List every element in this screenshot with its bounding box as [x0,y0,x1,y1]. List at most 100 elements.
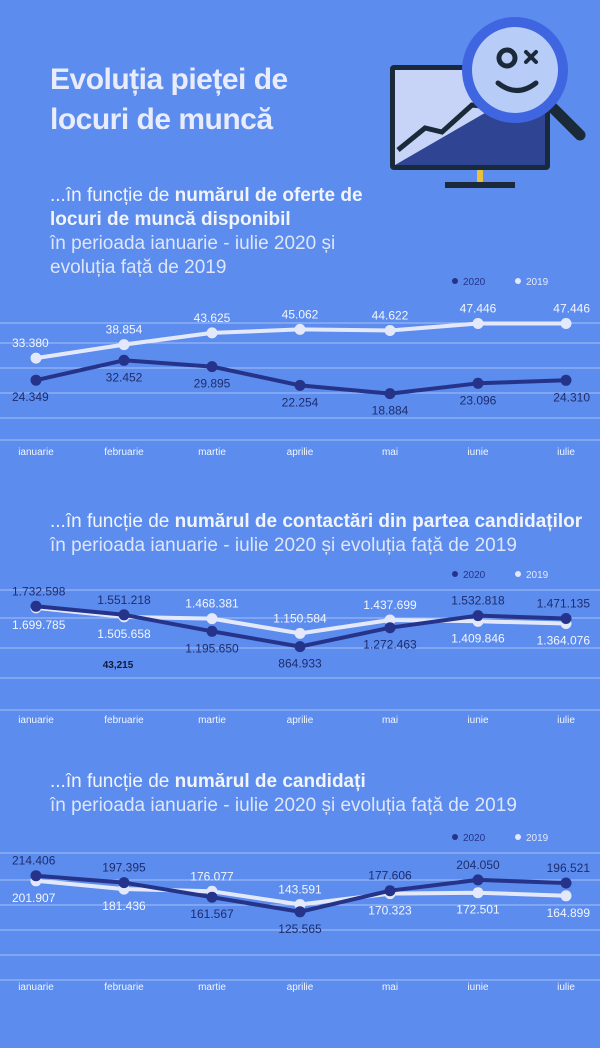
series-2020-point [384,388,396,400]
data-label-2020: 32.452 [106,370,143,384]
data-label-2020: 125.565 [278,922,322,936]
data-label-2020: 23.096 [460,393,497,407]
category-tick-label: mai [382,715,398,726]
series-2019-point [384,614,396,626]
series-2019-point [294,323,306,335]
data-label-2019: 181.436 [102,899,146,913]
data-label-2019: 1.468.381 [185,597,239,611]
series-2019-point [472,318,484,329]
legend-2019-marker [515,571,521,577]
series-2020-point [384,885,396,897]
series-2019-point [294,627,306,639]
legend-2019-label: 2019 [526,833,549,844]
series-2020-point [294,906,306,918]
category-tick-label: iunie [467,447,489,458]
section2-heading: ...în funcție de numărul de contactări d… [50,510,582,558]
series-2020-point [30,374,42,386]
section3-heading-line1: ...în funcție de numărul de candidați [50,771,366,792]
chart-candidates: 2020 2019 214.406 197.395 161.567 125.565 177.… [0,833,600,993]
section2-heading-line1: ...în funcție de numărul de contactări d… [50,511,583,532]
series-2020-point [472,874,484,886]
category-tick-label: martie [198,982,226,993]
series-2019-point [206,613,218,625]
magnifier-lens-icon [472,27,558,113]
category-tick-label: martie [198,715,226,726]
data-label-2019: 38.854 [106,323,143,337]
category-tick-label: iunie [467,715,489,726]
data-label-2020: 1.272.463 [363,638,417,652]
data-label-2019: 1.364.076 [537,634,591,648]
series-2019-point [30,352,42,364]
category-tick-label: aprilie [287,447,314,458]
page-title: Evoluția pieței de locuri de muncă [50,60,370,140]
data-label-2020: 24.349 [12,390,49,404]
section1-heading-line4: evoluția față de 2019 [50,257,227,278]
category-tick-label: mai [382,447,398,458]
data-label-2019: 170.323 [368,904,412,918]
data-label-2019: 47.446 [553,302,590,316]
series-2019-point [206,327,218,339]
eye-left-icon [496,47,518,69]
data-label-2019: 47.446 [460,302,497,316]
category-tick-label: mai [382,982,398,993]
category-tick-label: aprilie [287,982,314,993]
legend-2019-marker [515,834,521,840]
section2-heading-line2: în perioada ianuarie - iulie 2020 și evo… [50,535,517,556]
magnifier-monitor-growth-icon [390,17,586,188]
series-2020-point [560,374,572,386]
data-label-2020: 1.471.135 [537,597,591,611]
category-tick-label: ianuarie [18,982,54,993]
legend: 2020 2019 [452,833,549,844]
data-label-2020: 1.732.598 [12,584,66,598]
page-title-line1: Evoluția pieței de [50,63,288,96]
legend-2019-marker [515,278,521,284]
data-label-2020: 864.933 [278,657,322,671]
section1-heading-line3: în perioada ianuarie - iulie 2020 și [50,233,336,254]
data-label-2019: 176.077 [190,869,234,883]
category-tick-label: aprilie [287,715,314,726]
category-tick-label: ianuarie [18,447,54,458]
data-label-2019: 33.380 [12,336,49,350]
section1-heading: ...în funcție de numărul de oferte de lo… [50,184,363,280]
data-label-2019: 1.150.584 [273,611,327,625]
data-label-2019: 164.899 [547,906,591,920]
data-label-2020: 1.532.818 [451,594,505,608]
category-tick-label: februarie [104,447,144,458]
data-label-2019: 201.907 [12,891,56,905]
series-2020-point [472,377,484,389]
legend-2020-label: 2020 [463,277,486,288]
data-label-2020: 29.895 [194,377,231,391]
series-2020-point [472,610,484,622]
category-tick-label: iulie [557,715,575,726]
data-label-2020: 1.551.218 [97,593,151,607]
series-2020-point [206,891,218,903]
data-label-2019: 1.409.846 [451,631,505,645]
monitor-stand [445,182,515,188]
data-label-2020: 161.567 [190,907,234,921]
legend-2020-marker [452,571,458,577]
legend-2020-label: 2020 [463,833,486,844]
data-label-2020: 177.606 [368,869,412,883]
category-tick-label: martie [198,447,226,458]
legend-2020-marker [452,834,458,840]
series-2020-point [206,361,218,373]
series-2020-point [30,870,42,882]
series-2020-point [206,625,218,637]
section1-heading-line1: ...în funcție de numărul de oferte de [50,185,363,206]
series-2020-point [384,622,396,634]
section3-heading-line2: în perioada ianuarie - iulie 2020 și evo… [50,795,517,816]
series-2020-point [560,877,572,889]
data-label-2019: 44.622 [372,309,409,323]
legend-2020-label: 2020 [463,570,486,581]
category-tick-label: iulie [557,982,575,993]
data-label-2019: 1.505.658 [97,627,151,641]
annotation-label: 43,215 [103,660,134,671]
series-2019-point [118,339,130,351]
data-label-2020: 197.395 [102,861,146,875]
chart-job-offers: 2020 2019 24.349 32.452 29.895 22.254 18.884 23… [0,277,600,458]
data-label-2020: 214.406 [12,854,56,868]
series-2019-point [472,887,484,899]
series-2020-point [118,877,130,889]
series-2020-point [118,609,130,621]
data-label-2019: 172.501 [456,903,500,917]
